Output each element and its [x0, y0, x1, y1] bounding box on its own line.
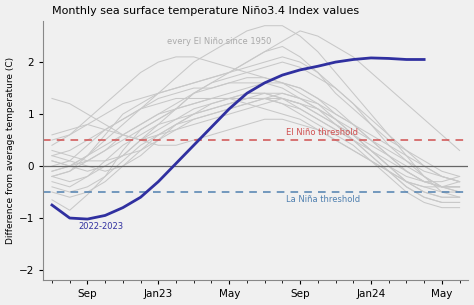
Text: 2022-2023: 2022-2023	[79, 222, 124, 231]
Text: El Niño threshold: El Niño threshold	[286, 128, 358, 137]
Text: Monthly sea surface temperature Niño3.4 Index values: Monthly sea surface temperature Niño3.4 …	[52, 5, 359, 16]
Text: La Niña threshold: La Niña threshold	[286, 196, 360, 204]
Text: every El Niño since 1950: every El Niño since 1950	[167, 37, 272, 46]
Y-axis label: Difference from average temperature (C): Difference from average temperature (C)	[6, 57, 15, 244]
